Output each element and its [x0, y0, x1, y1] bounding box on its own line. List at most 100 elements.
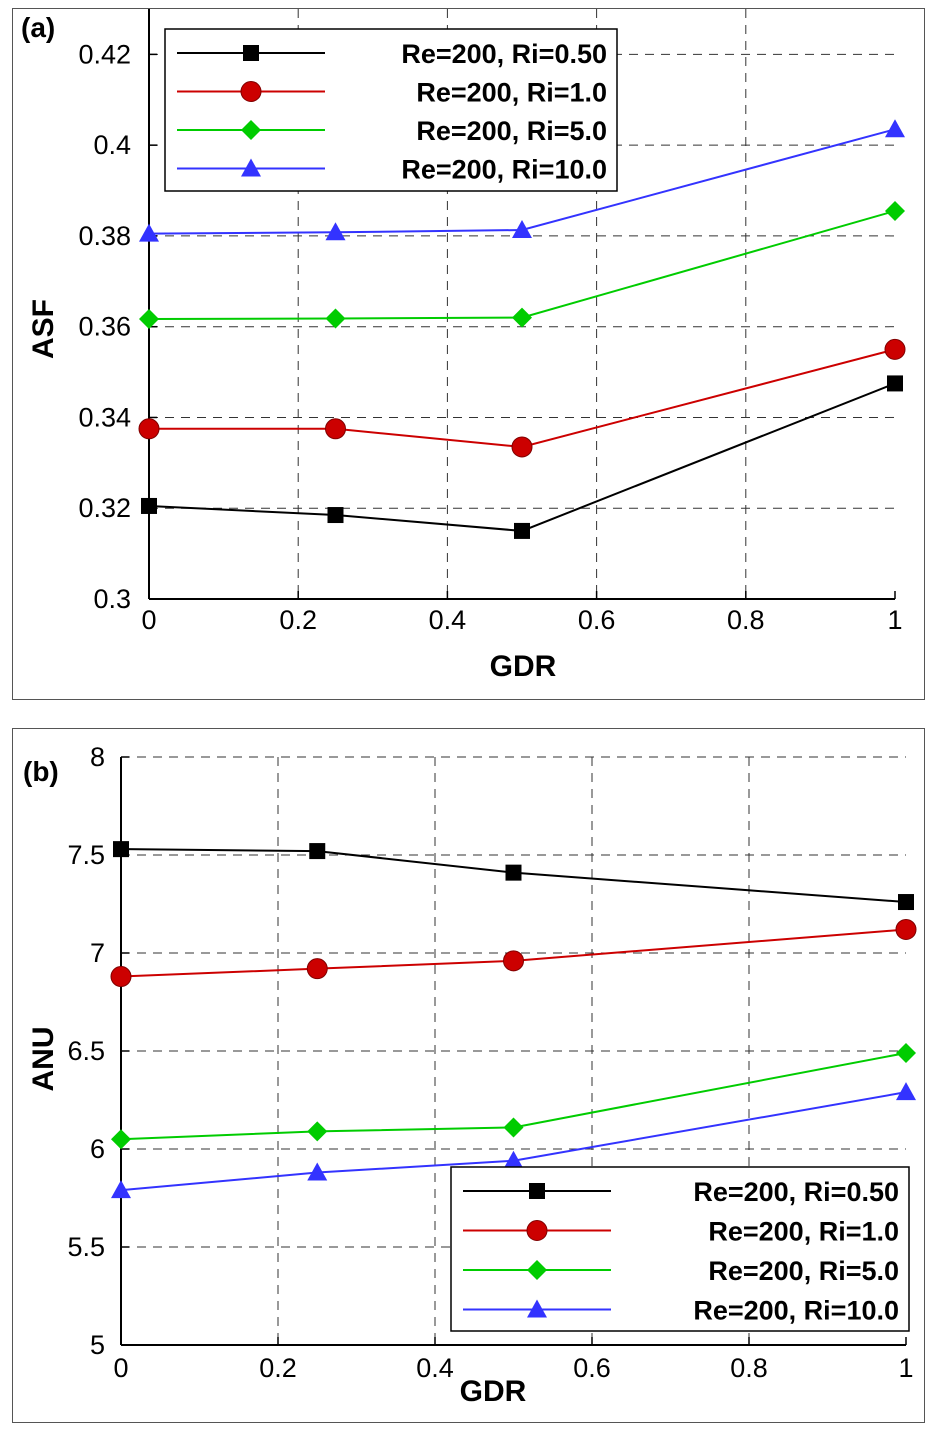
chart-b-legend-label: Re=200, Ri=1.0 — [708, 1217, 899, 1247]
chart-a-series-2 — [138, 338, 906, 458]
chart-a-data-point — [514, 522, 530, 539]
chart-a-legend-marker — [240, 81, 262, 102]
chart-a-x-tick-label: 0.8 — [727, 605, 765, 635]
chart-a-panel-label: (a) — [21, 12, 55, 43]
chart-a-data-point — [511, 436, 533, 458]
chart-b-y-tick-label: 6 — [90, 1134, 105, 1164]
chart-b-data-point — [113, 841, 129, 858]
chart-a-series-line — [148, 128, 896, 235]
chart-b-series-line — [120, 928, 907, 978]
chart-b-y-tick-label: 6.5 — [67, 1036, 105, 1066]
chart-a-legend-marker — [243, 45, 259, 61]
chart-a-x-tick-label: 0 — [141, 605, 156, 635]
chart-b-svg: 0 0.2 0.4 0.6 0.8 1 5 5.5 6 6.5 7 7.5 8 (b) GDR ANU Re=2… — [23, 742, 917, 1408]
chart-a-y-tick-label: 0.38 — [78, 221, 131, 251]
chart-b-data-point — [309, 843, 326, 860]
chart-a-data-point — [139, 308, 159, 329]
chart-a-y-tick-label: 0.32 — [78, 493, 131, 523]
chart-a-legend: Re=200, Ri=0.50 Re=200, Ri=1.0 Re=200, Ri=… — [164, 28, 618, 192]
chart-b-data-point — [505, 864, 522, 881]
chart-a-data-point — [512, 220, 532, 239]
chart-a-data-point — [139, 223, 159, 242]
chart-b-data-point — [503, 950, 524, 972]
chart-b-x-tick-label: 0 — [113, 1353, 128, 1383]
chart-b-y-axis-title: ANU — [27, 1027, 60, 1092]
chart-a-x-tick-label: 0.6 — [578, 605, 616, 635]
chart-b-series-4 — [111, 1082, 916, 1199]
chart-b-legend-marker — [529, 1183, 545, 1199]
chart-panel-b: 0 0.2 0.4 0.6 0.8 1 5 5.5 6 6.5 7 7.5 8 (b) GDR ANU Re=2… — [12, 728, 925, 1423]
chart-b-data-point — [895, 918, 917, 940]
chart-a-data-point — [887, 375, 903, 392]
chart-b-series-line — [120, 1091, 907, 1192]
chart-a-data-point — [325, 308, 346, 329]
chart-b-series-3 — [111, 1042, 916, 1150]
chart-b-y-tick-label: 7.5 — [67, 840, 105, 870]
chart-b-data-point — [503, 1117, 524, 1138]
chart-a-data-point — [325, 418, 346, 440]
chart-b-y-tick-label: 7 — [90, 938, 105, 968]
chart-a-y-tick-label: 0.34 — [78, 402, 131, 432]
chart-b-legend-label: Re=200, Ri=10.0 — [693, 1296, 899, 1326]
chart-b-series-line — [120, 848, 907, 904]
chart-b-x-axis-title: GDR — [460, 1375, 527, 1408]
chart-b-data-point — [896, 1082, 916, 1101]
chart-b-series-line — [120, 1051, 907, 1141]
chart-a-series-line — [148, 382, 896, 532]
chart-b-x-tick-label: 0.8 — [730, 1353, 768, 1383]
chart-b-data-point — [111, 1180, 131, 1199]
chart-b-legend-marker — [527, 1260, 547, 1280]
chart-a-data-point — [325, 222, 346, 241]
chart-b-series-1 — [113, 841, 914, 911]
chart-b-x-tick-label: 0.4 — [416, 1353, 454, 1383]
chart-a-data-point — [141, 497, 157, 514]
chart-b-data-point — [307, 1162, 328, 1181]
chart-b-data-point — [110, 966, 132, 988]
chart-a-data-point — [138, 418, 160, 440]
chart-a-legend-label: Re=200, Ri=0.50 — [401, 39, 607, 69]
chart-b-legend-box — [450, 1166, 910, 1332]
chart-a-data-point — [885, 119, 905, 138]
chart-a-y-tick-label: 0.4 — [93, 130, 131, 160]
chart-b-data-point — [111, 1129, 131, 1150]
chart-b-legend: Re=200, Ri=0.50 Re=200, Ri=1.0 Re=200, Ri=… — [450, 1166, 910, 1332]
chart-a-y-tick-label: 0.42 — [78, 39, 131, 69]
chart-a-x-axis-title: GDR — [490, 650, 557, 683]
chart-a-svg: 0 0.2 0.4 0.6 0.8 1 0.3 0.32 0.34 0.36 0.38 0.4 0.42… — [21, 9, 906, 683]
chart-a-series-1 — [141, 375, 903, 539]
chart-a-legend-marker — [241, 158, 261, 177]
chart-b-panel-label: (b) — [23, 756, 59, 787]
chart-b-legend-label: Re=200, Ri=0.50 — [693, 1177, 899, 1207]
chart-a-data-point — [512, 307, 532, 328]
chart-a-series-3 — [139, 200, 905, 329]
chart-a-data-point — [884, 338, 906, 360]
chart-a-legend-label: Re=200, Ri=5.0 — [416, 116, 607, 146]
chart-a-y-tick-label: 0.36 — [78, 312, 131, 342]
chart-a-y-axis-title: ASF — [27, 299, 60, 359]
chart-a-x-tick-label: 0.2 — [279, 605, 317, 635]
chart-a-series-line — [149, 348, 896, 448]
chart-b-data-point — [896, 1042, 916, 1063]
chart-b-data-point — [307, 1121, 328, 1142]
chart-a-data-point — [327, 507, 344, 524]
chart-a-y-tick-label: 0.3 — [93, 584, 131, 614]
chart-b-data-point — [503, 1150, 524, 1169]
chart-b-y-tick-label: 5 — [90, 1330, 105, 1360]
chart-panel-a: 0 0.2 0.4 0.6 0.8 1 0.3 0.32 0.34 0.36 0.38 0.4 0.42… — [12, 8, 925, 700]
chart-a-legend-box — [164, 28, 618, 192]
chart-b-data-point — [898, 894, 914, 911]
chart-b-legend-marker — [526, 1220, 548, 1241]
chart-b-y-tick-label: 8 — [90, 742, 105, 772]
chart-b-y-tick-label: 5.5 — [67, 1232, 105, 1262]
chart-a-series-line — [148, 210, 896, 320]
chart-b-x-tick-label: 1 — [898, 1353, 913, 1383]
chart-b-legend-marker — [527, 1299, 547, 1318]
chart-a-legend-label: Re=200, Ri=1.0 — [416, 78, 607, 108]
chart-a-legend-label: Re=200, Ri=10.0 — [401, 155, 607, 185]
chart-a-series-4 — [139, 119, 905, 242]
chart-a-data-point — [885, 200, 905, 221]
chart-b-data-point — [306, 958, 328, 980]
chart-a-x-tick-label: 0.4 — [429, 605, 467, 635]
chart-a-x-tick-label: 1 — [887, 605, 902, 635]
chart-a-legend-marker — [241, 120, 261, 140]
